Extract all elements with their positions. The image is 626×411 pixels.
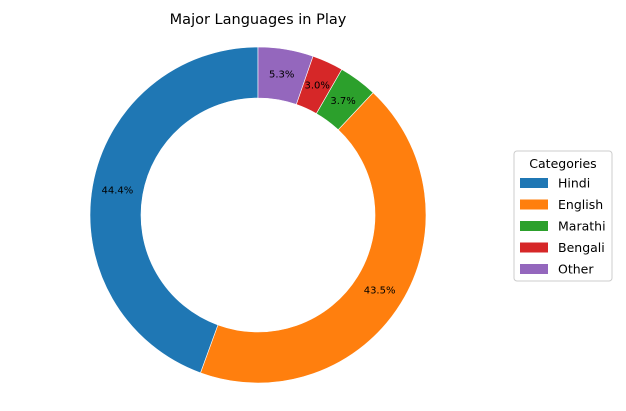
legend-swatch-english xyxy=(520,199,548,210)
slices-group xyxy=(89,46,427,384)
legend-label-bengali: Bengali xyxy=(558,240,605,255)
legend-swatch-hindi xyxy=(520,178,548,188)
slice-hindi xyxy=(89,46,259,374)
percent-label-english: 43.5% xyxy=(364,285,396,296)
legend-title: Categories xyxy=(529,156,596,171)
legend-label-hindi: Hindi xyxy=(558,176,590,191)
legend-label-marathi: Marathi xyxy=(558,219,606,234)
legend-swatch-bengali xyxy=(520,242,548,253)
legend-label-english: English xyxy=(558,197,603,212)
percent-label-other: 5.3% xyxy=(269,70,294,81)
legend-items: Hindi English Marathi Bengali Other xyxy=(520,176,606,277)
percent-label-bengali: 3.0% xyxy=(305,81,330,92)
percent-label-marathi: 3.7% xyxy=(330,96,355,107)
slice-other xyxy=(257,46,314,105)
percent-labels-group: 44.4% 43.5% 3.7%3.0% 5.3% xyxy=(101,70,395,297)
legend-label-other: Other xyxy=(558,262,594,277)
percent-label-hindi: 44.4% xyxy=(101,186,133,197)
chart-title: Major Languages in Play xyxy=(170,12,347,28)
legend: Categories Hindi English Marathi Bengali Oth… xyxy=(513,150,613,282)
legend-swatch-other xyxy=(520,264,548,274)
legend-swatch-marathi xyxy=(520,221,548,231)
slice-english xyxy=(200,92,427,384)
